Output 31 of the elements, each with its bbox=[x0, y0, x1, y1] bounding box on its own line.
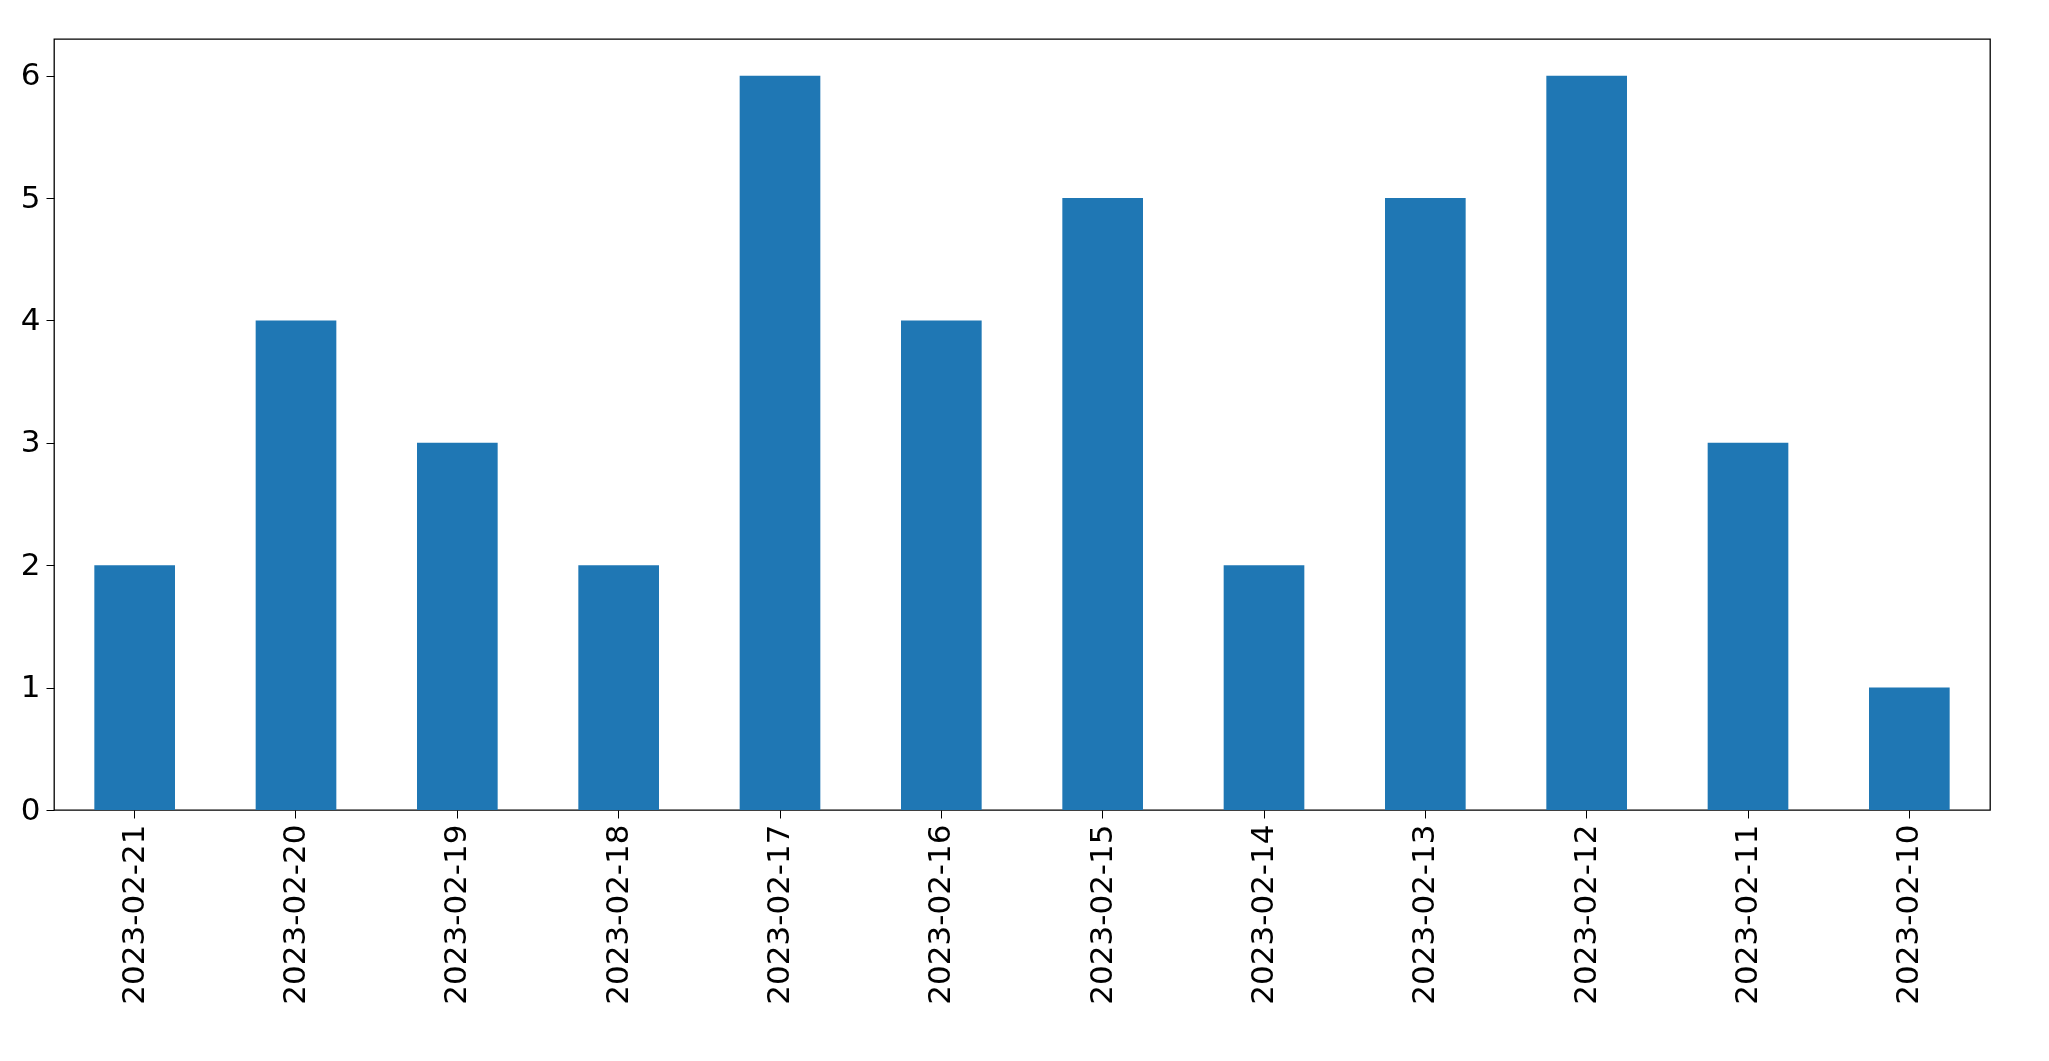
x-tick-label: 2023-02-17 bbox=[760, 824, 796, 1005]
bar bbox=[255, 320, 337, 810]
bar bbox=[417, 442, 498, 810]
y-tick-label: 2 bbox=[20, 545, 41, 582]
x-tick-label: 2023-02-11 bbox=[1728, 824, 1764, 1005]
x-tick-label: 2023-02-18 bbox=[598, 824, 635, 1005]
x-tick-label: 2023-02-12 bbox=[1566, 824, 1603, 1005]
x-tick-label: 2023-02-13 bbox=[1405, 824, 1442, 1005]
bar bbox=[94, 565, 175, 810]
y-tick-label: 5 bbox=[20, 178, 41, 215]
y-tick-label: 1 bbox=[20, 668, 41, 705]
x-tick-label: 2023-02-20 bbox=[276, 824, 312, 1005]
bar bbox=[1223, 565, 1305, 810]
y-tick-label: 0 bbox=[20, 790, 41, 827]
bar bbox=[1869, 687, 1950, 810]
bar bbox=[578, 565, 659, 810]
y-tick-label: 6 bbox=[20, 56, 41, 93]
bar bbox=[1707, 442, 1789, 810]
x-tick-label: 2023-02-14 bbox=[1244, 824, 1280, 1005]
x-tick-label: 2023-02-21 bbox=[114, 824, 151, 1005]
bar bbox=[1062, 198, 1143, 810]
y-tick-label: 3 bbox=[20, 423, 41, 460]
x-tick-label: 2023-02-10 bbox=[1889, 824, 1926, 1005]
bar bbox=[901, 320, 982, 810]
x-tick-label: 2023-02-16 bbox=[921, 824, 958, 1005]
y-tick-label: 4 bbox=[20, 300, 41, 337]
bar bbox=[1385, 198, 1466, 810]
x-tick-label: 2023-02-19 bbox=[437, 824, 474, 1005]
bar bbox=[1546, 75, 1627, 810]
bar bbox=[739, 75, 821, 810]
x-tick-label: 2023-02-15 bbox=[1082, 824, 1119, 1005]
